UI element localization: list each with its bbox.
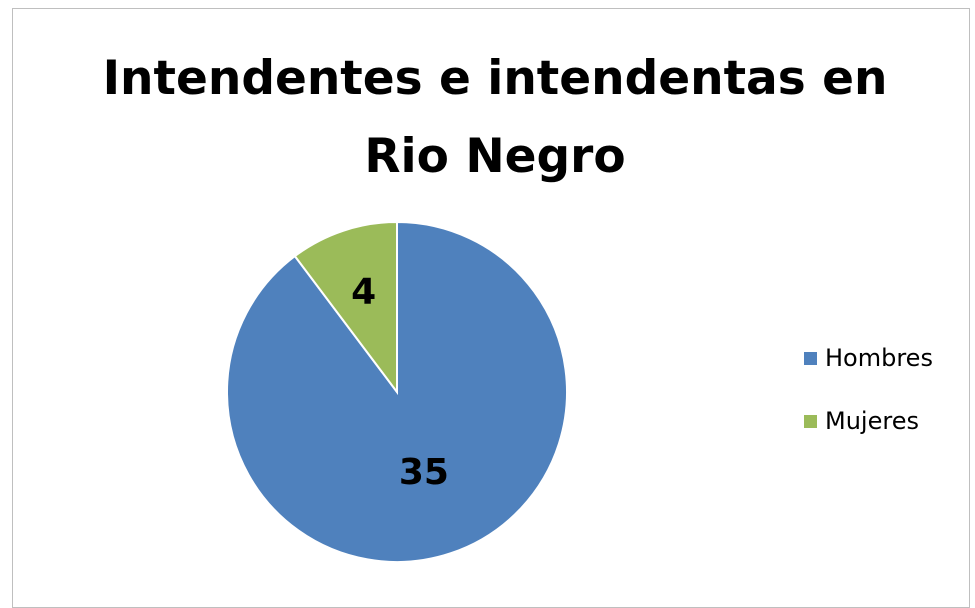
- legend-item-mujeres: Mujeres: [804, 406, 933, 436]
- legend-swatch-hombres: [804, 351, 817, 365]
- legend-swatch-mujeres: [804, 414, 817, 428]
- data-label-mujeres: 4: [351, 272, 376, 313]
- chart-title-line-2: Rio Negro: [364, 129, 626, 184]
- chart-title: Intendentes e intendentas en Rio Negro: [0, 40, 975, 196]
- legend: Hombres Mujeres: [804, 343, 933, 469]
- pie-slice-mujeres: [293, 220, 398, 395]
- chart-title-line-1: Intendentes e intendentas en: [102, 51, 888, 106]
- data-label-hombres: 35: [399, 452, 449, 493]
- legend-label-hombres: Hombres: [825, 344, 933, 372]
- legend-item-hombres: Hombres: [804, 343, 933, 373]
- legend-label-mujeres: Mujeres: [825, 407, 919, 435]
